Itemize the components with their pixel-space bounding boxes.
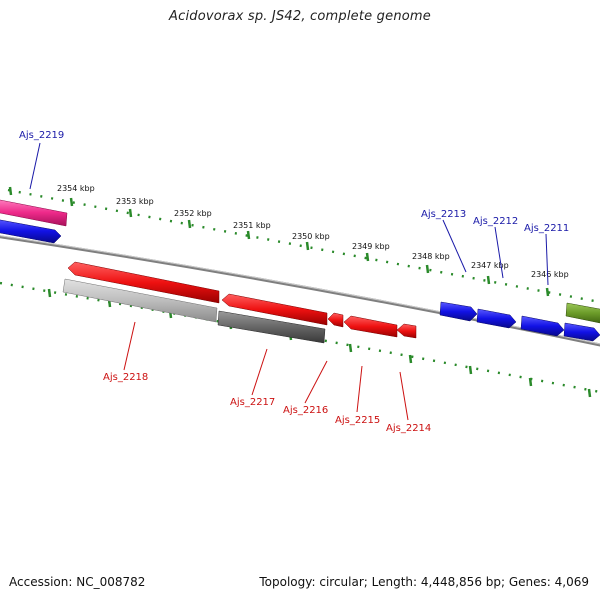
leader-line [356, 365, 363, 413]
leader-line [494, 226, 504, 279]
kbp-label: 2352 kbp [174, 209, 212, 218]
kbp-label: 2351 kbp [233, 221, 271, 230]
gene-ajs-2218-feature[interactable] [67, 261, 220, 304]
kbp-label: 2349 kbp [352, 242, 390, 251]
kbp-label: 2347 kbp [471, 261, 509, 270]
kbp-label: 2346 kbp [531, 270, 569, 279]
genome-backbone-highlight [0, 235, 600, 345]
leader-line [442, 219, 467, 273]
leader-line [29, 142, 41, 190]
gene-ajs-2211-feature[interactable] [520, 315, 565, 337]
inner-tick-scale [0, 281, 600, 398]
gene-ajs-2220-feature[interactable] [0, 219, 62, 244]
gene-ajs-2215-feature[interactable] [343, 315, 398, 338]
gray-feature-dark[interactable] [217, 310, 326, 344]
gene-label-ajs-2218[interactable]: Ajs_2218 [103, 372, 148, 383]
forward-features [0, 199, 600, 342]
gray-feature-light[interactable] [62, 278, 218, 323]
genome-summary-text: Topology: circular; Length: 4,448,856 bp… [259, 575, 589, 589]
gene-olive-feature[interactable] [565, 302, 600, 324]
gene-label-ajs-2214[interactable]: Ajs_2214 [386, 423, 431, 434]
gene-label-ajs-2211[interactable]: Ajs_2211 [524, 223, 569, 234]
leader-line [251, 348, 268, 396]
accession-text: Accession: NC_008782 [9, 575, 146, 589]
gene-label-ajs-2213[interactable]: Ajs_2213 [421, 209, 466, 220]
leader-line [545, 233, 549, 286]
genome-backbone [0, 235, 600, 347]
gene-ajs-2213-feature[interactable] [439, 301, 478, 322]
gene-label-ajs-2212[interactable]: Ajs_2212 [473, 216, 518, 227]
gene-label-ajs-2216[interactable]: Ajs_2216 [283, 405, 328, 416]
leader-line [123, 321, 136, 371]
kbp-label: 2354 kbp [57, 184, 95, 193]
kbp-label: 2350 kbp [292, 232, 330, 241]
gene-label-ajs-2219[interactable]: Ajs_2219 [19, 130, 64, 141]
kbp-label: 2348 kbp [412, 252, 450, 261]
gene-ajs-2212-feature[interactable] [476, 308, 517, 329]
gene-ajs-2219-feature[interactable] [0, 199, 68, 227]
outer-tick-scale [7, 186, 600, 304]
gene-ajs-2214-feature[interactable] [396, 323, 417, 339]
gene-ajs-2210-feature[interactable] [563, 322, 600, 342]
reverse-features [62, 261, 417, 344]
gene-label-ajs-2215[interactable]: Ajs_2215 [335, 415, 380, 426]
leader-line [399, 371, 409, 421]
gene-ajs-2217-feature[interactable] [221, 293, 328, 326]
kbp-label: 2353 kbp [116, 197, 154, 206]
genome-title: Acidovorax sp. JS42, complete genome [169, 9, 431, 24]
gene-label-ajs-2217[interactable]: Ajs_2217 [230, 397, 275, 408]
leader-line [304, 360, 328, 404]
gene-ajs-2216-feature[interactable] [327, 312, 344, 328]
